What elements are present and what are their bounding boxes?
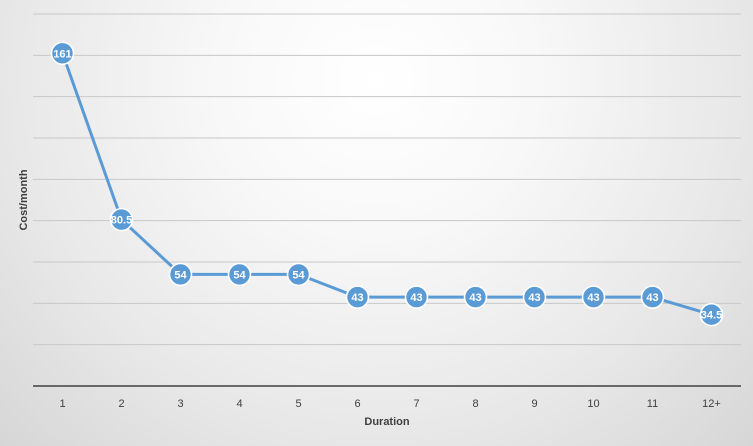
x-axis-tick-labels: 1 2 3 4 5 6 7 8 9 10 11 12+ (59, 398, 720, 410)
x-tick-label: 4 (236, 398, 242, 410)
data-point (699, 302, 724, 327)
data-point (640, 285, 665, 309)
data-label: 54 (233, 269, 246, 281)
series-line (61, 51, 713, 317)
data-label: 54 (292, 269, 305, 281)
data-point (522, 285, 547, 309)
x-tick-label: 5 (295, 398, 301, 410)
data-points (50, 41, 724, 327)
data-point (50, 41, 75, 66)
data-label: 161 (53, 48, 71, 60)
x-tick-label: 12+ (702, 398, 721, 410)
data-point (345, 285, 370, 309)
y-axis-title: Cost/month (18, 169, 30, 230)
x-tick-label: 11 (647, 398, 658, 410)
data-label: 43 (410, 292, 422, 304)
data-point (109, 207, 134, 232)
data-labels: 161 80.5 54 54 54 43 43 43 43 43 43 34.5 (53, 48, 722, 321)
x-tick-label: 10 (587, 398, 599, 410)
data-point (581, 285, 606, 309)
x-tick-label: 3 (177, 398, 183, 410)
x-axis-title: Duration (364, 416, 410, 428)
x-tick-label: 1 (59, 398, 65, 410)
data-label: 54 (174, 269, 187, 281)
data-point (227, 262, 252, 287)
data-label: 34.5 (701, 310, 722, 322)
data-label: 43 (528, 292, 540, 304)
gridlines (33, 13, 741, 346)
data-label: 43 (351, 292, 363, 304)
data-label: 80.5 (111, 215, 132, 227)
x-tick-label: 8 (472, 398, 478, 410)
data-point (168, 262, 193, 287)
data-label: 43 (587, 292, 599, 304)
x-tick-label: 2 (118, 398, 124, 410)
data-point (286, 262, 311, 287)
data-label: 43 (469, 292, 481, 304)
x-tick-label: 6 (354, 398, 360, 410)
data-point (404, 285, 429, 309)
data-label: 43 (646, 292, 658, 304)
data-point (463, 285, 488, 309)
x-tick-label: 7 (413, 398, 419, 410)
x-tick-label: 9 (531, 398, 537, 410)
